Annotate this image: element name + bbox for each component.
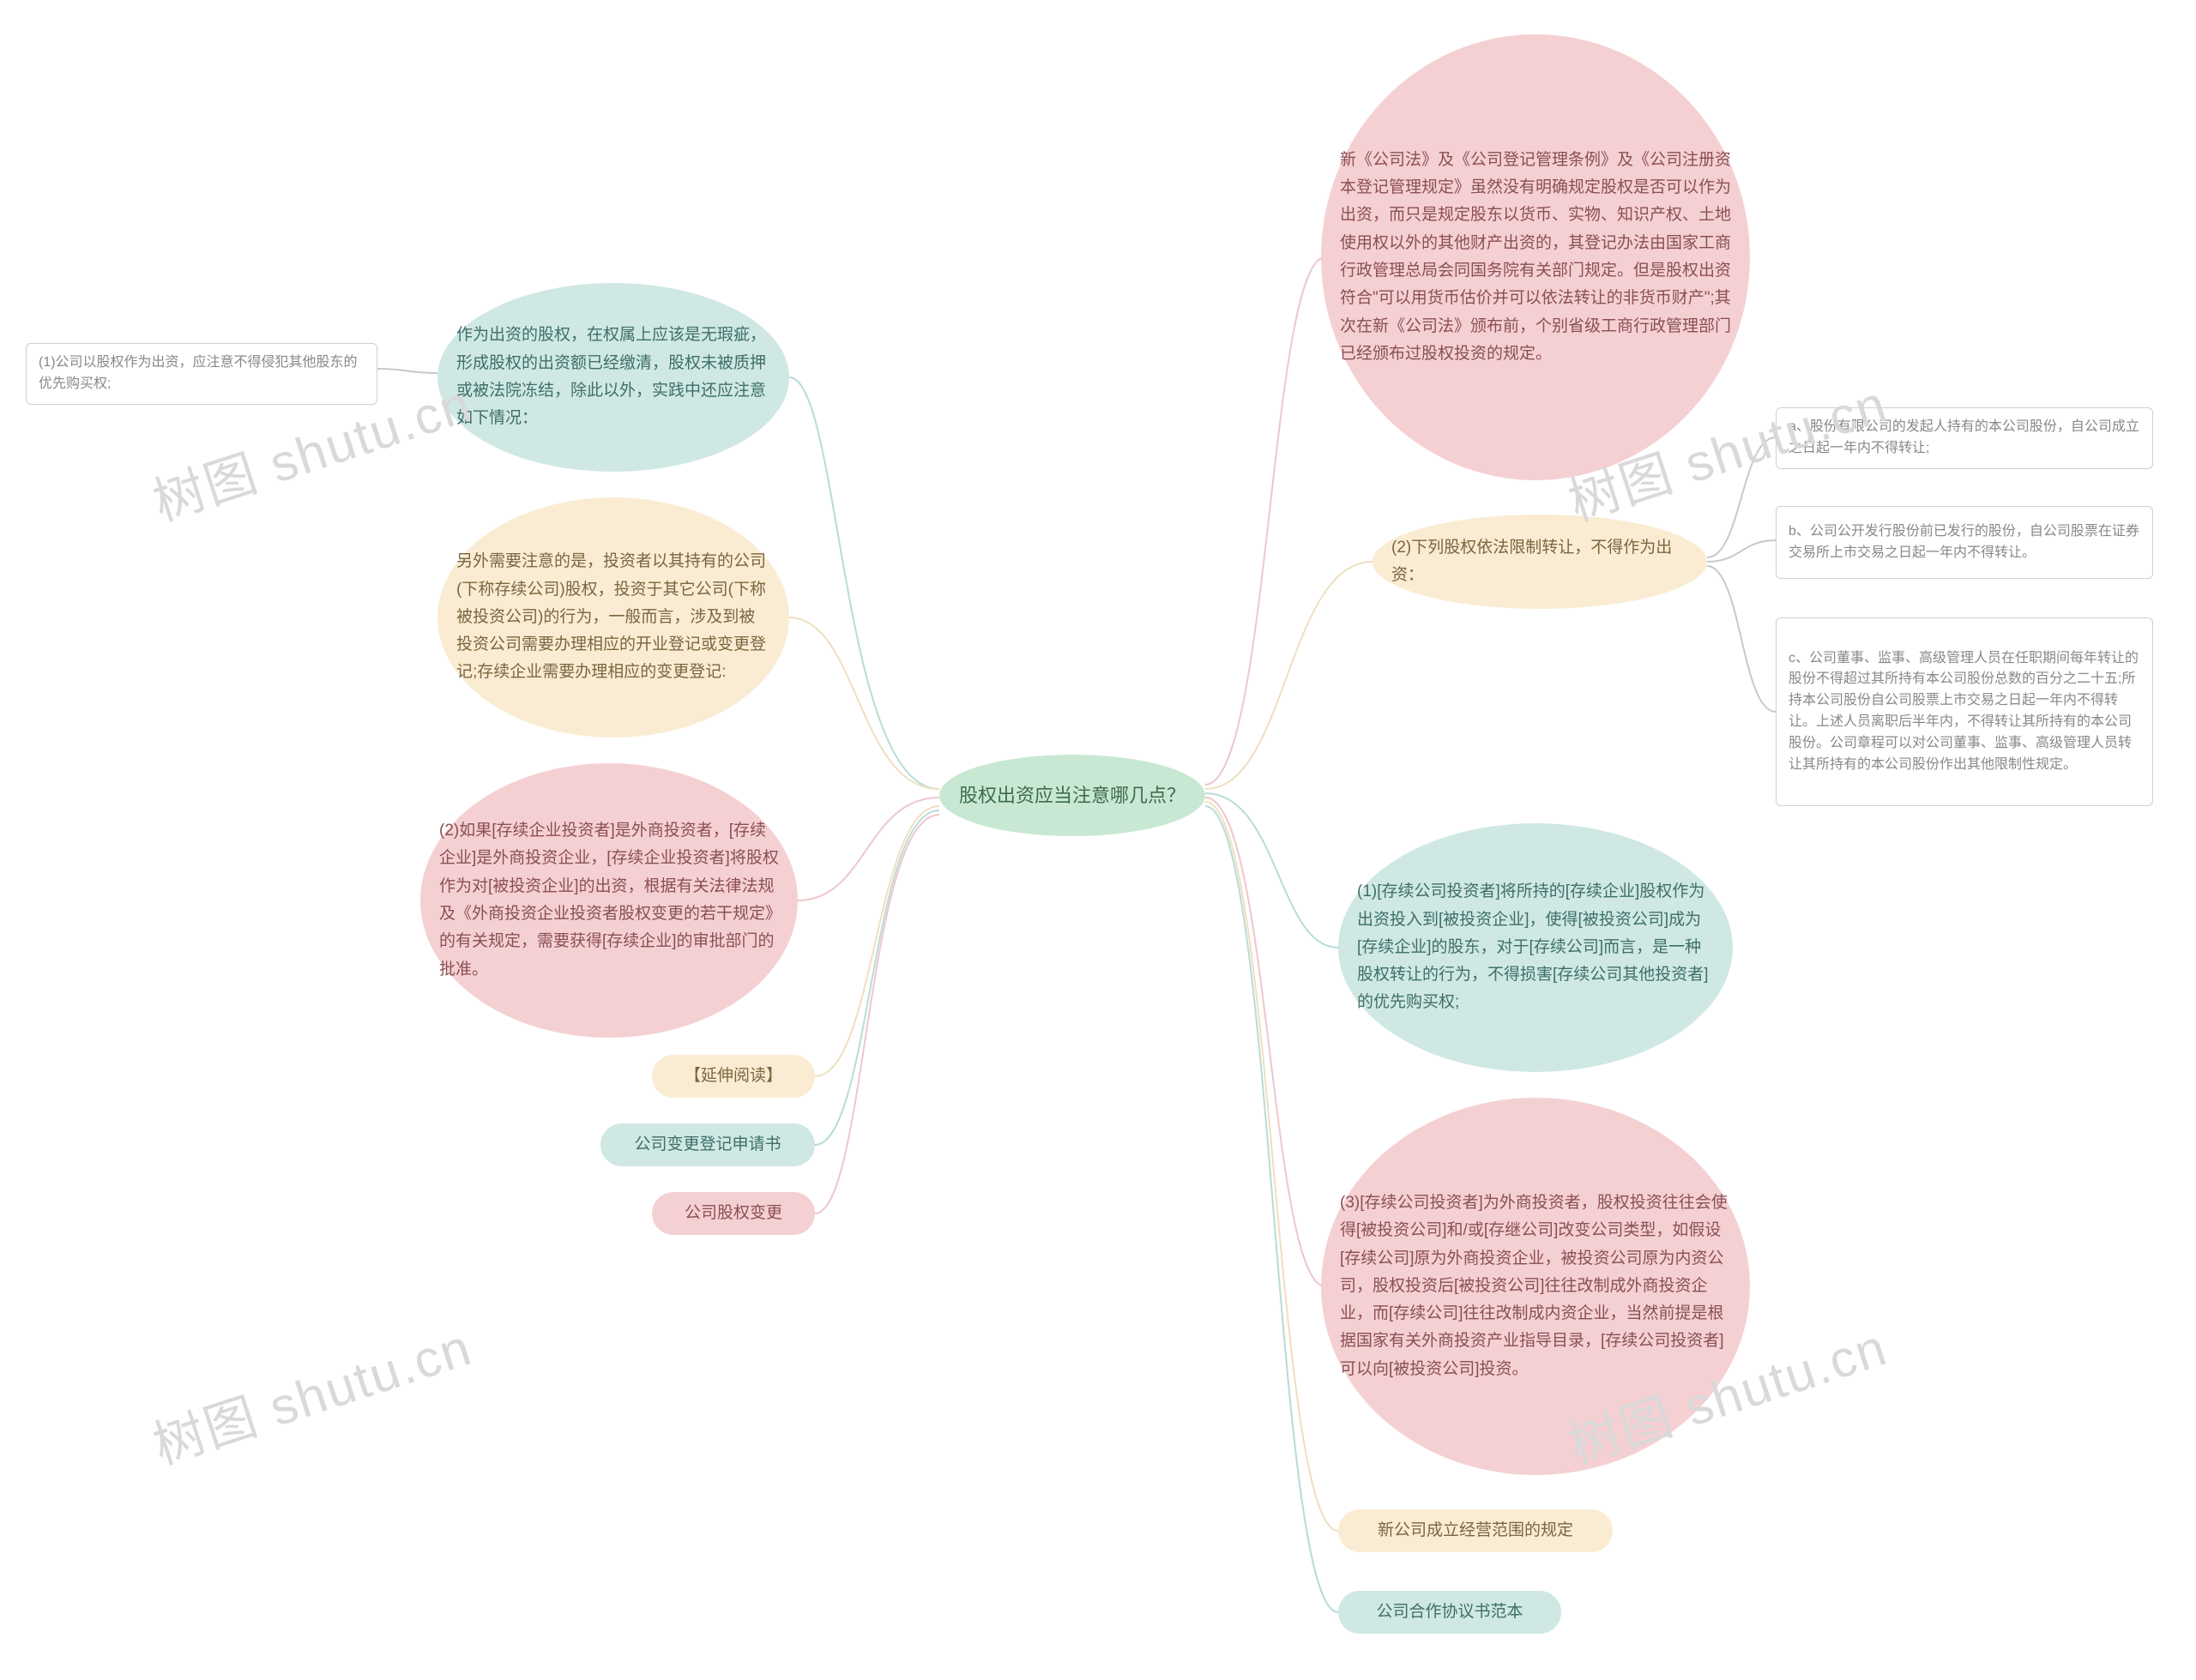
edge-root-L3 [798, 798, 939, 900]
branch-L1[interactable]: 作为出资的股权，在权属上应该是无瑕疵，形成股权的出资额已经缴清，股权未被质押或被… [437, 283, 789, 472]
branch-R5[interactable]: 新公司成立经营范围的规定 [1338, 1509, 1613, 1552]
branch-L6[interactable]: 公司股权变更 [652, 1192, 815, 1235]
edge-root-L6 [815, 815, 939, 1213]
branch-R3[interactable]: (1)[存续公司投资者]将所持的[存续企业]股权作为出资投入到[被投资企业]，使… [1338, 823, 1733, 1072]
leaf-R2b[interactable]: b、公司公开发行股份前已发行的股份，自公司股票在证券交易所上市交易之日起一年内不… [1776, 506, 2153, 579]
leaf-label: (1)公司以股权作为出资，应注意不得侵犯其他股东的优先购买权; [39, 352, 365, 395]
leaf-label: b、公司公开发行股份前已发行的股份，自公司股票在证券交易所上市交易之日起一年内不… [1789, 521, 2140, 564]
branch-L2[interactable]: 另外需要注意的是，投资者以其持有的公司(下称存续公司)股权，投资于其它公司(下称… [437, 497, 789, 738]
edge-R2-R2c [1707, 566, 1776, 712]
branch-label: 公司变更登记申请书 [634, 1131, 781, 1159]
branch-R1[interactable]: 新《公司法》及《公司登记管理条例》及《公司注册资本登记管理规定》虽然没有明确规定… [1321, 34, 1750, 480]
branch-R6[interactable]: 公司合作协议书范本 [1338, 1591, 1561, 1634]
edge-root-L1 [789, 377, 939, 789]
leaf-R2a[interactable]: a、股份有限公司的发起人持有的本公司股份，自公司成立之日起一年内不得转让; [1776, 407, 2153, 469]
branch-R4[interactable]: (3)[存续公司投资者]为外商投资者，股权投资往往会使得[被投资公司]和/或[存… [1321, 1098, 1750, 1475]
edge-root-R3 [1205, 793, 1338, 948]
leaf-label: a、股份有限公司的发起人持有的本公司股份，自公司成立之日起一年内不得转让; [1789, 417, 2140, 460]
edge-root-R6 [1205, 806, 1338, 1612]
branch-label: (3)[存续公司投资者]为外商投资者，股权投资往往会使得[被投资公司]和/或[存… [1340, 1189, 1731, 1383]
edge-R2-R2b [1707, 540, 1776, 562]
edge-root-R2 [1205, 562, 1372, 789]
leaf-L1a[interactable]: (1)公司以股权作为出资，应注意不得侵犯其他股东的优先购买权; [26, 343, 377, 405]
edge-root-L5 [815, 810, 939, 1145]
edge-root-R5 [1205, 802, 1338, 1531]
branch-label: 新《公司法》及《公司登记管理条例》及《公司注册资本登记管理规定》虽然没有明确规定… [1340, 147, 1731, 368]
branch-label: (2)如果[存续企业投资者]是外商投资者，[存续企业]是外商投资企业，[存续企业… [439, 817, 779, 984]
leaf-R2c[interactable]: c、公司董事、监事、高级管理人员在任职期间每年转让的股份不得超过其所持有本公司股… [1776, 617, 2153, 806]
edge-layer [0, 0, 2196, 1680]
branch-label: 新公司成立经营范围的规定 [1378, 1517, 1573, 1545]
branch-label: 公司股权变更 [685, 1200, 782, 1227]
leaf-label: c、公司董事、监事、高级管理人员在任职期间每年转让的股份不得超过其所持有本公司股… [1789, 648, 2140, 776]
branch-L5[interactable]: 公司变更登记申请书 [600, 1123, 815, 1166]
branch-label: 作为出资的股权，在权属上应该是无瑕疵，形成股权的出资额已经缴清，股权未被质押或被… [456, 322, 770, 432]
root-label: 股权出资应当注意哪几点？ [959, 780, 1185, 811]
edge-root-L2 [789, 617, 939, 789]
branch-label: 公司合作协议书范本 [1376, 1599, 1523, 1626]
edge-root-L4 [815, 806, 939, 1076]
edge-root-R1 [1205, 257, 1325, 785]
edge-R2-R2a [1707, 437, 1776, 557]
branch-label: (2)下列股权依法限制转让，不得作为出资： [1391, 534, 1688, 590]
watermark: 树图 shutu.cn [142, 1306, 480, 1479]
branch-label: 【延伸阅读】 [685, 1063, 782, 1090]
root-node[interactable]: 股权出资应当注意哪几点？ [939, 755, 1205, 836]
edge-root-R4 [1205, 798, 1325, 1286]
branch-L4[interactable]: 【延伸阅读】 [652, 1055, 815, 1098]
branch-R2[interactable]: (2)下列股权依法限制转让，不得作为出资： [1372, 515, 1707, 609]
edge-L1-L1a [377, 369, 437, 373]
branch-L3[interactable]: (2)如果[存续企业投资者]是外商投资者，[存续企业]是外商投资企业，[存续企业… [420, 763, 798, 1038]
branch-label: 另外需要注意的是，投资者以其持有的公司(下称存续公司)股权，投资于其它公司(下称… [456, 548, 770, 686]
branch-label: (1)[存续公司投资者]将所持的[存续企业]股权作为出资投入到[被投资企业]，使… [1357, 878, 1714, 1016]
